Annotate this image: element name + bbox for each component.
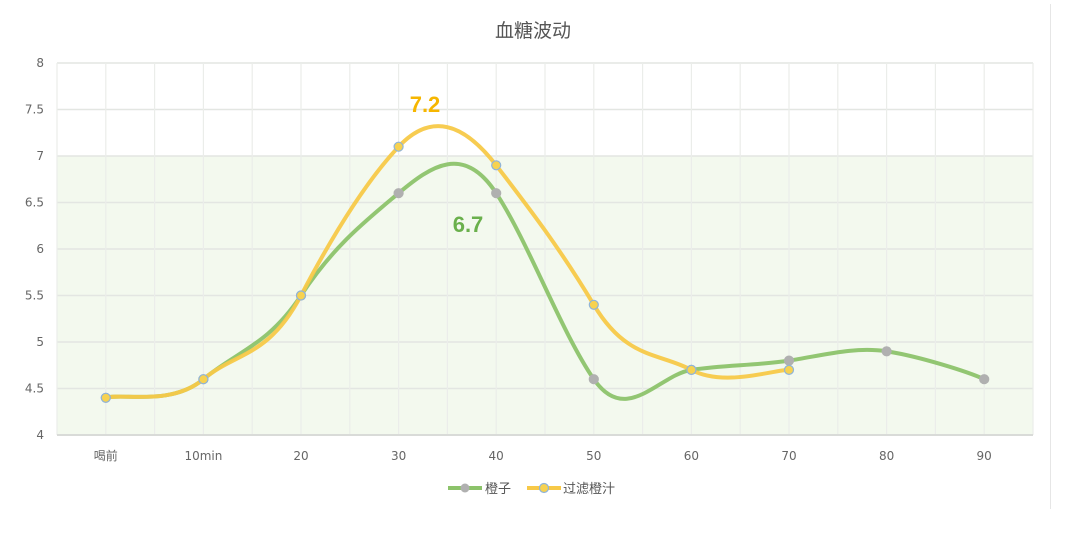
gridlines — [56, 62, 1034, 436]
y-tick-label: 5 — [36, 335, 44, 349]
chart-title: 血糖波动 — [495, 20, 571, 42]
data-point-marker — [881, 346, 892, 357]
data-point-marker — [393, 188, 404, 199]
data-point-marker — [491, 188, 502, 199]
y-tick-label: 6 — [36, 242, 44, 256]
juice-peak-label: 7.2 — [410, 92, 441, 117]
data-point-marker — [100, 392, 111, 403]
data-point-marker — [783, 364, 795, 375]
data-point-marker — [783, 355, 795, 366]
data-point-marker — [979, 374, 990, 385]
legend-marker-juice — [538, 482, 550, 494]
right-divider — [1050, 4, 1051, 509]
x-tick-label: 喝前 — [94, 448, 118, 463]
y-axis-ticks: 4 4.5 5 5.5 6 6.5 7 7.5 8 — [25, 56, 44, 442]
x-tick-label: 80 — [879, 449, 894, 463]
y-tick-label: 8 — [36, 56, 44, 70]
x-tick-label: 40 — [489, 449, 504, 463]
data-point-marker — [393, 141, 404, 152]
x-axis-ticks: 喝前 10min 20 30 40 50 60 70 80 90 — [94, 448, 992, 463]
y-tick-label: 7.5 — [25, 103, 44, 117]
x-tick-label: 70 — [781, 449, 796, 463]
data-point-marker — [198, 374, 209, 385]
legend: 橙子 过滤橙汁 — [448, 482, 615, 497]
y-tick-label: 4 — [36, 428, 44, 442]
data-point-marker — [686, 364, 697, 375]
data-point-marker — [588, 374, 599, 385]
x-tick-label: 50 — [586, 449, 601, 463]
x-tick-label: 30 — [391, 449, 406, 463]
data-point-marker — [588, 299, 599, 310]
series-markers — [100, 141, 990, 403]
x-tick-label: 10min — [184, 449, 222, 463]
y-tick-label: 6.5 — [25, 196, 44, 210]
x-tick-label: 20 — [293, 449, 308, 463]
peak-annotations: 7.2 6.7 — [410, 92, 484, 237]
y-tick-label: 7 — [36, 149, 44, 163]
data-point-marker — [295, 290, 307, 301]
series-line-1 — [103, 124, 791, 400]
y-tick-label: 4.5 — [25, 382, 44, 396]
legend-label-juice: 过滤橙汁 — [563, 482, 615, 497]
orange-peak-label: 6.7 — [453, 212, 484, 237]
data-point-marker — [491, 160, 502, 171]
series-line-0 — [103, 161, 987, 401]
y-tick-label: 5.5 — [25, 289, 44, 303]
legend-marker-orange — [460, 483, 470, 493]
legend-label-orange: 橙子 — [485, 482, 511, 497]
x-tick-label: 60 — [684, 449, 699, 463]
series-lines — [103, 124, 987, 401]
x-tick-label: 90 — [977, 449, 992, 463]
